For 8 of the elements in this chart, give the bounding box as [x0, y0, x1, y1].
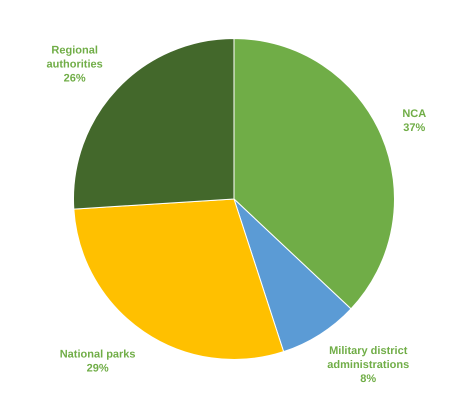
data-label: 37% — [403, 122, 426, 134]
slice-label: NCA — [402, 108, 426, 120]
data-label: 26% — [64, 72, 86, 85]
data-label: 29% — [86, 362, 109, 375]
data-label: 8% — [360, 372, 376, 385]
slice-label: Military district administrations — [327, 344, 410, 371]
slice-label: National parks — [60, 348, 136, 361]
slice-label: Regional authorities — [46, 44, 103, 71]
